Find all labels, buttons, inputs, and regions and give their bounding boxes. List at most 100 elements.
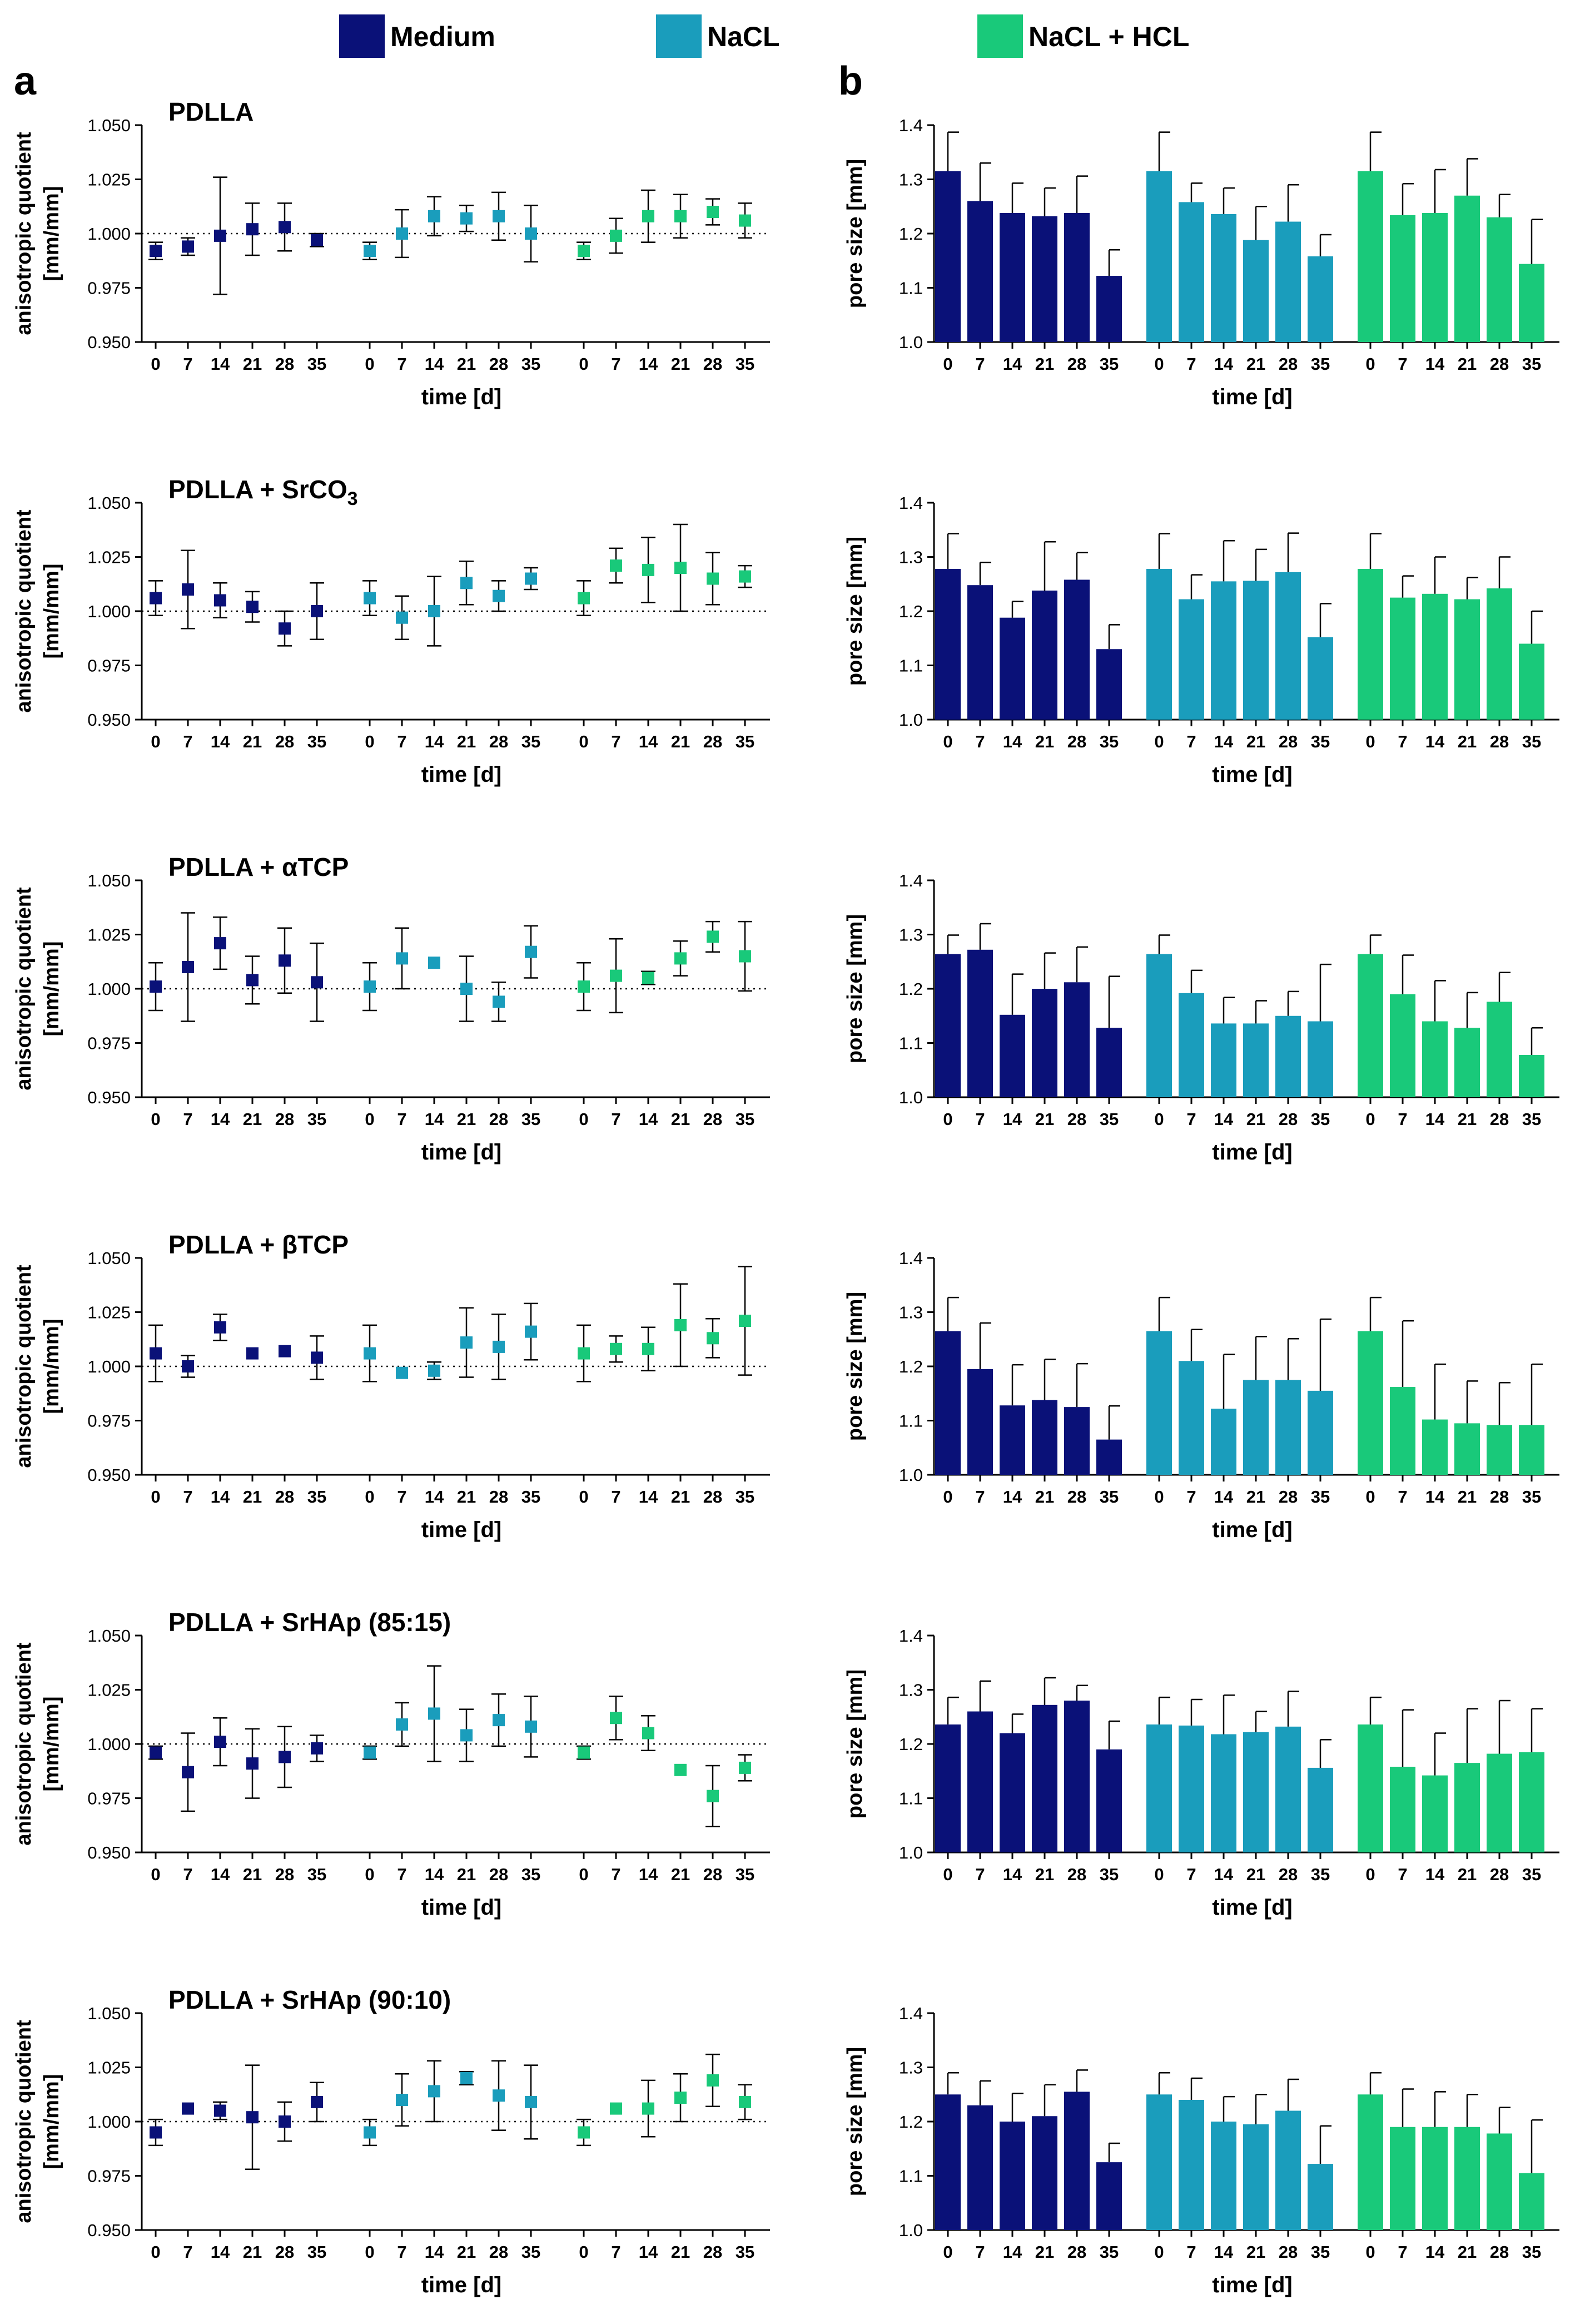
y-axis-unit: [mm/mm] <box>40 563 63 658</box>
x-tick-label: 35 <box>736 354 754 374</box>
bar-medium-21 <box>1032 216 1057 342</box>
x-tick-label: 35 <box>521 1865 540 1884</box>
point-nacl-hcl-21 <box>674 1763 687 1776</box>
chart-1: 1.0 1.1 1.2 1.3 1.4 pore size [mm] 0 7 14 21 28 35 0… <box>843 116 1559 409</box>
x-tick-label: 21 <box>1458 732 1477 751</box>
x-tick-label: 21 <box>243 1109 262 1129</box>
x-tick-label: 28 <box>489 1109 508 1129</box>
y-axis-label: pore size [mm] <box>843 2047 867 2196</box>
chart-title: PDLLA + SrHAp (90:10) <box>168 1985 451 2014</box>
point-nacl-hcl-21 <box>674 210 687 222</box>
bar-nacl-21 <box>1243 2124 1269 2230</box>
y-axis-label: pore size [mm] <box>843 1669 867 1818</box>
x-tick-label: 28 <box>1490 732 1509 751</box>
x-tick-label: 35 <box>1100 354 1119 374</box>
point-medium-7 <box>182 961 194 973</box>
point-nacl-14 <box>428 957 440 969</box>
chart-7: 1.0 1.1 1.2 1.3 1.4 pore size [mm] 0 7 14 21 28 35 0… <box>843 1248 1559 1542</box>
point-medium-0 <box>150 1347 162 1360</box>
x-tick-label: 35 <box>1522 354 1541 374</box>
bar-nacl-hcl-28 <box>1487 217 1512 342</box>
bar-medium-7 <box>967 1711 993 1852</box>
bar-nacl-0 <box>1146 2094 1172 2230</box>
point-medium-7 <box>182 2102 194 2115</box>
bar-nacl-hcl-7 <box>1390 215 1415 342</box>
y-tick-label: 1.0 <box>899 2221 923 2240</box>
x-tick-label: 28 <box>703 354 722 374</box>
x-tick-label: 0 <box>151 732 160 751</box>
x-tick-label: 0 <box>365 354 374 374</box>
y-tick-label: 0.950 <box>87 2221 131 2240</box>
point-nacl-0 <box>364 2126 376 2139</box>
bar-nacl-0 <box>1146 1331 1172 1475</box>
bar-nacl-hcl-0 <box>1358 2094 1383 2230</box>
x-tick-label: 0 <box>1154 1865 1164 1884</box>
bar-medium-14 <box>1000 1014 1025 1097</box>
point-nacl-hcl-0 <box>578 980 590 993</box>
point-nacl-hcl-0 <box>578 592 590 604</box>
x-tick-label: 7 <box>611 1487 620 1507</box>
x-tick-label: 35 <box>1311 1109 1330 1129</box>
point-nacl-7 <box>396 2094 408 2106</box>
x-tick-label: 0 <box>579 1865 588 1884</box>
x-tick-label: 21 <box>1246 354 1265 374</box>
point-nacl-hcl-0 <box>578 2126 590 2139</box>
x-tick-label: 28 <box>1490 1487 1509 1507</box>
y-tick-label: 1.050 <box>87 2004 131 2023</box>
y-tick-label: 1.3 <box>899 925 923 945</box>
bar-nacl-hcl-21 <box>1454 1763 1480 1852</box>
x-tick-label: 14 <box>1425 1865 1445 1884</box>
x-tick-label: 28 <box>703 732 722 751</box>
x-tick-label: 7 <box>611 2242 620 2262</box>
x-tick-label: 21 <box>243 732 262 751</box>
x-tick-label: 35 <box>1100 1865 1119 1884</box>
point-nacl-28 <box>493 1714 505 1727</box>
y-tick-label: 1.0 <box>899 710 923 730</box>
x-tick-label: 35 <box>521 1109 540 1129</box>
y-tick-label: 1.4 <box>899 1626 923 1646</box>
x-tick-label: 14 <box>211 1865 230 1884</box>
x-tick-label: 35 <box>1311 2242 1330 2262</box>
bar-nacl-21 <box>1243 581 1269 720</box>
y-tick-label: 1.050 <box>87 493 131 513</box>
point-medium-21 <box>246 601 259 613</box>
x-tick-label: 21 <box>1035 2242 1054 2262</box>
point-medium-21 <box>246 974 259 987</box>
y-tick-label: 1.4 <box>899 1248 923 1268</box>
point-medium-28 <box>279 2115 291 2128</box>
x-tick-label: 21 <box>671 354 690 374</box>
bar-nacl-hcl-21 <box>1454 195 1480 342</box>
legend-label-medium: Medium <box>390 21 495 52</box>
legend-swatch-nacl <box>656 14 702 58</box>
x-tick-label: 0 <box>943 732 952 751</box>
x-tick-label: 35 <box>307 1109 326 1129</box>
y-tick-label: 0.975 <box>87 1034 131 1053</box>
y-tick-label: 1.050 <box>87 1626 131 1646</box>
bar-nacl-7 <box>1179 1361 1204 1475</box>
chart-4: PDLLA + αTCP 0.950 0.975 1.000 1.025 1.050 ani… <box>12 853 770 1165</box>
x-tick-label: 7 <box>397 2242 406 2262</box>
bar-medium-21 <box>1032 590 1057 720</box>
point-nacl-7 <box>396 1366 408 1379</box>
x-tick-label: 28 <box>1279 1865 1298 1884</box>
x-tick-label: 7 <box>1398 1109 1407 1129</box>
legend-swatch-medium <box>339 14 385 58</box>
x-axis-label: time [d] <box>421 1895 501 1920</box>
chart-6: PDLLA + βTCP 0.950 0.975 1.000 1.025 1.050 ani… <box>12 1230 770 1542</box>
y-tick-label: 1.3 <box>899 1303 923 1322</box>
bar-medium-7 <box>967 585 993 720</box>
x-tick-label: 7 <box>1186 732 1196 751</box>
x-tick-label: 21 <box>671 2242 690 2262</box>
bar-nacl-14 <box>1211 2122 1236 2230</box>
bar-nacl-hcl-14 <box>1422 2127 1448 2230</box>
y-tick-label: 0.975 <box>87 656 131 676</box>
x-tick-label: 35 <box>307 354 326 374</box>
x-tick-label: 7 <box>975 1865 985 1884</box>
bar-medium-28 <box>1064 1701 1090 1852</box>
point-nacl-hcl-28 <box>707 1790 719 1802</box>
y-tick-label: 1.1 <box>899 1034 923 1053</box>
x-tick-label: 0 <box>579 354 588 374</box>
x-tick-label: 7 <box>1186 1487 1196 1507</box>
y-tick-label: 1.1 <box>899 1411 923 1431</box>
x-tick-label: 28 <box>1279 1109 1298 1129</box>
